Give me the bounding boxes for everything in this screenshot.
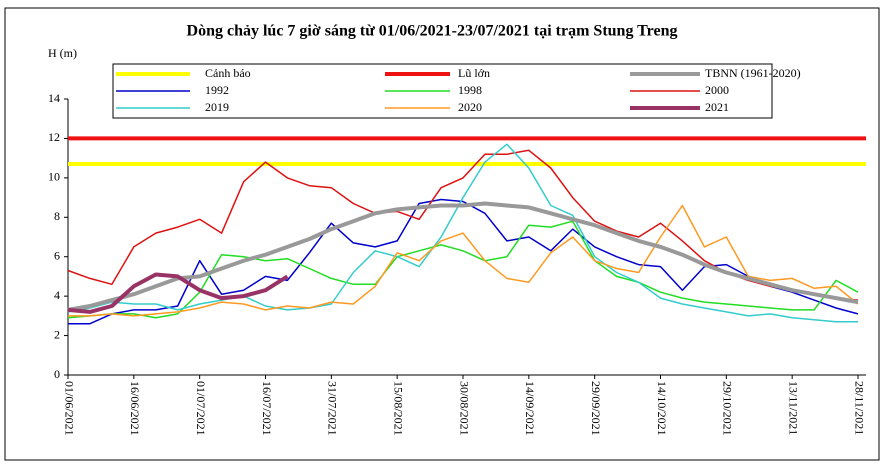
x-tick-label: 29/09/2021 xyxy=(589,381,603,436)
series-line xyxy=(68,204,859,317)
x-tick-label: 01/07/2021 xyxy=(194,381,208,436)
x-tick-label: 31/07/2021 xyxy=(326,381,340,436)
y-tick-label: 0 xyxy=(54,367,60,381)
legend-label: Lũ lớn xyxy=(458,66,490,80)
chart-title: Dòng chảy lúc 7 giờ sáng từ 01/06/2021-2… xyxy=(187,23,678,40)
legend-label: 1998 xyxy=(458,83,482,97)
legend-label: 2000 xyxy=(705,83,729,97)
x-tick-label: 29/10/2021 xyxy=(721,381,735,436)
legend-label: 1992 xyxy=(205,83,229,97)
x-tick-label: 30/08/2021 xyxy=(457,381,471,436)
x-tick-label: 13/11/2021 xyxy=(786,381,800,435)
y-tick-label: 6 xyxy=(54,248,60,262)
y-axis-label: H (m) xyxy=(48,46,77,60)
series-line xyxy=(67,201,859,312)
y-tick-label: 14 xyxy=(48,91,60,105)
x-tick-label: 14/09/2021 xyxy=(523,381,537,436)
y-tick-label: 12 xyxy=(48,130,60,144)
y-tick-label: 10 xyxy=(48,170,60,184)
x-tick-label: 14/10/2021 xyxy=(655,381,669,436)
series-line xyxy=(67,143,858,323)
legend-label: 2021 xyxy=(705,100,729,114)
x-tick-label: 15/08/2021 xyxy=(391,381,405,436)
x-tick-label: 16/06/2021 xyxy=(128,381,142,436)
legend-label: 2020 xyxy=(458,100,482,114)
x-tick-label: 01/06/2021 xyxy=(62,381,76,436)
x-tick-label: 16/07/2021 xyxy=(260,381,274,436)
legend-label: 2019 xyxy=(205,100,229,114)
series-line xyxy=(68,198,859,325)
legend-label: Cảnh báo xyxy=(205,66,251,80)
y-tick-label: 2 xyxy=(54,327,60,341)
legend-label: TBNN (1961-2020) xyxy=(705,66,801,80)
x-tick-label: 28/11/2021 xyxy=(852,381,866,435)
y-tick-label: 4 xyxy=(54,288,60,302)
series-line xyxy=(67,272,289,314)
y-tick-label: 8 xyxy=(54,209,60,223)
